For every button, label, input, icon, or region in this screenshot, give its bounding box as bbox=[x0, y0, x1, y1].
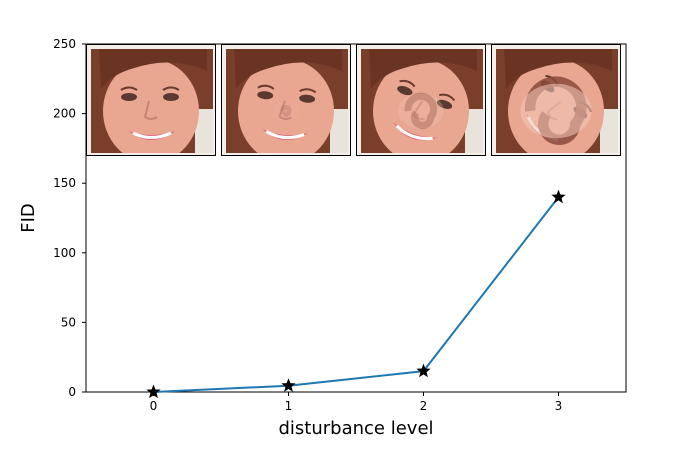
face-skin bbox=[238, 59, 334, 153]
y-tick-label: 0 bbox=[68, 385, 76, 399]
face-skin bbox=[103, 59, 199, 153]
right-brow bbox=[162, 86, 180, 91]
nose bbox=[143, 100, 158, 120]
data-point-marker bbox=[551, 189, 566, 204]
left-eye bbox=[257, 91, 274, 100]
left-brow bbox=[120, 86, 138, 91]
x-tick-label: 1 bbox=[285, 399, 293, 413]
x-tick-label: 3 bbox=[555, 399, 563, 413]
background-patch bbox=[195, 109, 213, 153]
background-patch bbox=[465, 109, 483, 153]
left-eye bbox=[397, 85, 413, 96]
teeth bbox=[395, 124, 433, 141]
right-eye bbox=[299, 94, 316, 103]
facial-features bbox=[257, 84, 317, 140]
left-eye bbox=[121, 93, 137, 101]
left-brow bbox=[257, 84, 275, 90]
face-skin bbox=[373, 59, 469, 153]
facial-features bbox=[120, 86, 180, 140]
right-eye bbox=[163, 93, 179, 101]
swirl-distortion bbox=[404, 92, 438, 129]
x-tick-label: 0 bbox=[150, 399, 158, 413]
face-image-level-0 bbox=[86, 44, 216, 156]
background-patch bbox=[330, 109, 348, 153]
series-markers bbox=[146, 189, 566, 399]
swirl-distortion bbox=[280, 104, 292, 117]
y-tick-label: 150 bbox=[53, 176, 76, 190]
face-image-level-2 bbox=[356, 44, 486, 156]
y-tick-label: 50 bbox=[61, 315, 76, 329]
data-point-marker bbox=[281, 378, 296, 392]
swirl-highlight bbox=[398, 93, 444, 129]
y-tick-label: 100 bbox=[53, 246, 76, 260]
nose bbox=[278, 100, 292, 120]
right-eye bbox=[436, 99, 453, 109]
mouth bbox=[129, 131, 175, 140]
right-brow bbox=[299, 88, 317, 94]
hair-fringe bbox=[504, 49, 612, 89]
swirl-highlight bbox=[520, 83, 592, 139]
teeth bbox=[265, 130, 305, 140]
y-tick-label: 250 bbox=[53, 37, 76, 51]
y-tick-label: 200 bbox=[53, 107, 76, 121]
hair-fringe bbox=[234, 49, 342, 89]
swirl-highlight bbox=[272, 100, 300, 122]
background-patch bbox=[600, 109, 618, 153]
right-brow bbox=[439, 93, 456, 102]
teeth bbox=[132, 131, 172, 139]
face-illustration bbox=[496, 49, 618, 153]
y-axis-label: FID bbox=[18, 203, 39, 233]
data-point-marker bbox=[416, 363, 431, 378]
data-point-marker bbox=[146, 384, 161, 399]
face-illustration bbox=[361, 49, 483, 153]
x-tick-label: 2 bbox=[420, 399, 428, 413]
x-axis-label: disturbance level bbox=[278, 418, 433, 439]
face-illustration bbox=[91, 49, 213, 153]
face-image-level-1 bbox=[221, 44, 351, 156]
y-axis: 0 50 100 150 200 250 bbox=[53, 37, 86, 399]
hair-fringe bbox=[99, 49, 207, 89]
face-illustration bbox=[226, 49, 348, 153]
face-image-level-3 bbox=[491, 44, 621, 156]
series-line bbox=[153, 196, 560, 393]
hair-fringe bbox=[369, 49, 477, 89]
x-axis: 0 1 2 3 bbox=[150, 392, 563, 413]
left-brow bbox=[399, 79, 416, 88]
facial-features bbox=[393, 79, 456, 141]
